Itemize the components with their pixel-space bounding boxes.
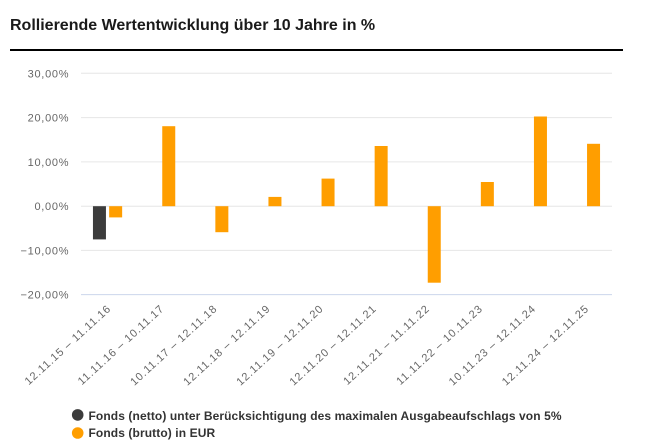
svg-text:Fonds (netto) unter Berücksich: Fonds (netto) unter Berücksichtigung des… [89, 409, 562, 423]
svg-text:10,00%: 10,00% [28, 157, 70, 169]
svg-text:12.11.20 – 12.11.21: 12.11.20 – 12.11.21 [288, 303, 380, 388]
svg-text:12.11.15 – 11.11.16: 12.11.15 – 11.11.16 [23, 303, 114, 388]
svg-text:12.11.19 – 12.11.20: 12.11.19 – 12.11.20 [234, 303, 326, 388]
svg-text:0,00%: 0,00% [34, 201, 69, 213]
svg-text:11.11.16 – 10.11.17: 11.11.16 – 10.11.17 [76, 303, 167, 388]
svg-text:20,00%: 20,00% [28, 113, 70, 125]
svg-text:Fonds (brutto) in EUR: Fonds (brutto) in EUR [89, 426, 216, 440]
svg-text:−10,00%: −10,00% [21, 245, 70, 257]
svg-text:12.11.18 – 12.11.19: 12.11.18 – 12.11.19 [181, 303, 273, 388]
svg-text:12.11.21 – 11.11.22: 12.11.21 – 11.11.22 [341, 303, 432, 388]
svg-text:−20,00%: −20,00% [21, 290, 70, 302]
svg-text:11.11.22 – 10.11.23: 11.11.22 – 10.11.23 [394, 303, 485, 388]
svg-text:10.11.17 – 12.11.18: 10.11.17 – 12.11.18 [128, 303, 220, 388]
svg-text:12.11.24 – 12.11.25: 12.11.24 – 12.11.25 [500, 303, 592, 388]
svg-text:10.11.23 – 12.11.24: 10.11.23 – 12.11.24 [447, 303, 539, 388]
svg-text:30,00%: 30,00% [28, 68, 70, 80]
